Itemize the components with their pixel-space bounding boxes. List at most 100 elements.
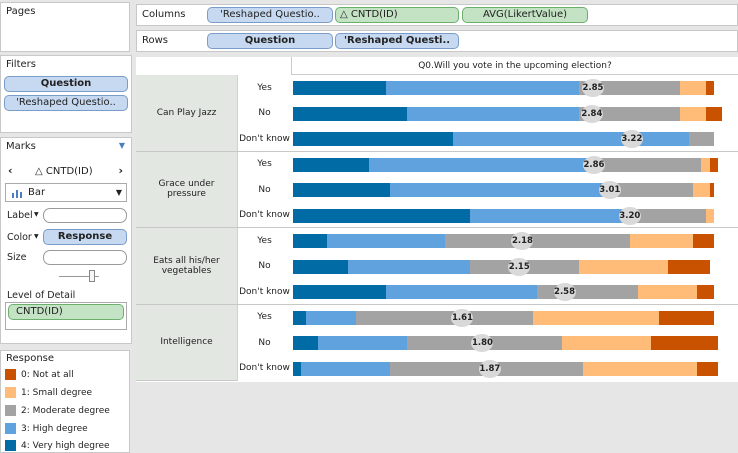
marks-next-arrow-icon[interactable]: › (118, 164, 123, 177)
color-shelf-label[interactable]: Color (7, 232, 32, 243)
label-shelf-target[interactable] (43, 208, 127, 223)
bar-segment[interactable] (709, 157, 719, 172)
bar-segment[interactable] (293, 157, 369, 172)
avg-likert-label[interactable]: 3.22 (620, 130, 643, 148)
bar-segment[interactable] (650, 336, 719, 350)
bar-segment[interactable] (293, 132, 453, 146)
bar-segment[interactable] (697, 285, 714, 299)
bar-segment[interactable] (692, 234, 714, 248)
bar-segment[interactable] (452, 132, 689, 146)
bar-segment[interactable] (347, 259, 470, 274)
size-shelf-target[interactable] (43, 250, 127, 265)
bar-segment[interactable] (701, 157, 710, 172)
answer-header: Don't know (237, 355, 291, 381)
bar-segment[interactable] (692, 183, 710, 197)
bar-segment[interactable] (667, 259, 710, 274)
avg-likert-label[interactable]: 2.85 (581, 79, 604, 97)
legend-item[interactable]: 2: Moderate degree (5, 405, 110, 417)
bar-segment[interactable] (469, 208, 622, 223)
bar-segment[interactable] (293, 234, 327, 248)
bar-segment[interactable] (537, 285, 639, 299)
columns-pill-avg-likert[interactable]: AVG(LikertValue) (462, 7, 588, 23)
bar-segment[interactable] (705, 106, 723, 121)
avg-likert-label[interactable]: 1.87 (478, 359, 501, 378)
columns-pill-cntd[interactable]: △ CNTD(ID) (335, 7, 459, 23)
bar-segment[interactable] (356, 310, 533, 325)
bar-segment[interactable] (532, 310, 660, 325)
bar-segment[interactable] (301, 361, 390, 376)
avg-likert-label[interactable]: 2.84 (580, 104, 603, 123)
bar-segment[interactable] (688, 132, 714, 146)
bar-segment[interactable] (293, 310, 306, 325)
bar-segment[interactable] (583, 361, 698, 376)
bar-segment[interactable] (293, 208, 470, 223)
bar-segment[interactable] (638, 285, 698, 299)
bar-segment[interactable] (680, 106, 706, 121)
avg-likert-label[interactable]: 3.01 (598, 181, 621, 199)
bar-segment[interactable] (444, 234, 630, 248)
label-shelf-label[interactable]: Label (7, 210, 33, 221)
avg-likert-label[interactable]: 3.20 (618, 206, 641, 225)
group-header: Intelligence (136, 304, 237, 381)
label-shelf-arrow-icon[interactable]: ▼ (34, 211, 39, 218)
bar-segment[interactable] (389, 183, 609, 197)
color-shelf-arrow-icon[interactable]: ▼ (34, 233, 39, 240)
bar-segment[interactable] (680, 81, 706, 95)
bar-segment[interactable] (579, 259, 668, 274)
bar-segment[interactable] (709, 183, 714, 197)
bar-segment[interactable] (608, 183, 693, 197)
color-field-pill[interactable]: Response (43, 229, 127, 245)
chart-view[interactable]: Q0.Will you vote in the upcoming electio… (136, 57, 738, 382)
bar-segment[interactable] (705, 208, 714, 223)
legend-swatch (5, 387, 16, 398)
bar-segment[interactable] (385, 81, 580, 95)
columns-pill-reshaped[interactable]: 'Reshaped Questio.. (207, 7, 333, 23)
bar-segment[interactable] (293, 361, 302, 376)
bar-segment[interactable] (293, 81, 386, 95)
rows-pill-reshaped[interactable]: 'Reshaped Questi.. (335, 33, 459, 49)
avg-likert-label[interactable]: 1.61 (451, 308, 474, 327)
marks-prev-arrow-icon[interactable]: ‹ (8, 164, 13, 177)
bar-segment[interactable] (697, 361, 719, 376)
bar-segment[interactable] (621, 208, 706, 223)
legend-swatch (5, 440, 16, 451)
bar-segment[interactable] (600, 157, 702, 172)
legend-item[interactable]: 1: Small degree (5, 387, 92, 399)
lod-field-pill[interactable]: CNTD(ID) (8, 304, 124, 320)
avg-likert-label[interactable]: 2.18 (511, 232, 534, 250)
filter-pill-reshaped[interactable]: 'Reshaped Questio.. (4, 95, 128, 111)
bar-segment[interactable] (293, 285, 386, 299)
avg-likert-label[interactable]: 1.80 (471, 334, 494, 352)
bar-segment[interactable] (293, 106, 407, 121)
size-slider-track[interactable] (59, 276, 99, 277)
legend-item[interactable]: 4: Very high degree (5, 440, 110, 452)
legend-item[interactable]: 3: High degree (5, 423, 88, 435)
avg-likert-label[interactable]: 2.15 (508, 257, 531, 276)
bar-segment[interactable] (326, 234, 445, 248)
columns-shelf[interactable]: Columns 'Reshaped Questio.. △ CNTD(ID) A… (136, 4, 738, 26)
bar-segment[interactable] (385, 285, 538, 299)
bar-segment[interactable] (293, 183, 390, 197)
avg-likert-label[interactable]: 2.86 (583, 155, 605, 174)
size-shelf-label[interactable]: Size (7, 252, 27, 263)
bar-segment[interactable] (318, 336, 407, 350)
bar-segment[interactable] (293, 259, 348, 274)
filter-pill-question[interactable]: Question (4, 76, 128, 92)
rows-shelf[interactable]: Rows Question 'Reshaped Questi.. (136, 30, 738, 52)
size-slider-handle[interactable] (89, 270, 95, 282)
bar-segment[interactable] (579, 106, 681, 121)
marks-collapse-icon[interactable]: ▼ (118, 141, 125, 150)
mark-type-dropdown[interactable]: Bar ▼ (5, 183, 127, 202)
rows-pill-question[interactable]: Question (207, 33, 333, 49)
bar-segment[interactable] (305, 310, 357, 325)
bar-segment[interactable] (629, 234, 693, 248)
bar-segment[interactable] (562, 336, 651, 350)
bar-segment[interactable] (659, 310, 714, 325)
bar-segment[interactable] (293, 336, 319, 350)
bar-segment[interactable] (705, 81, 714, 95)
avg-likert-label[interactable]: 2.58 (553, 283, 576, 301)
legend-item[interactable]: 0: Not at all (5, 369, 74, 381)
bar-segment[interactable] (406, 106, 580, 121)
bar-segment[interactable] (579, 81, 681, 95)
bar-segment[interactable] (368, 157, 601, 172)
